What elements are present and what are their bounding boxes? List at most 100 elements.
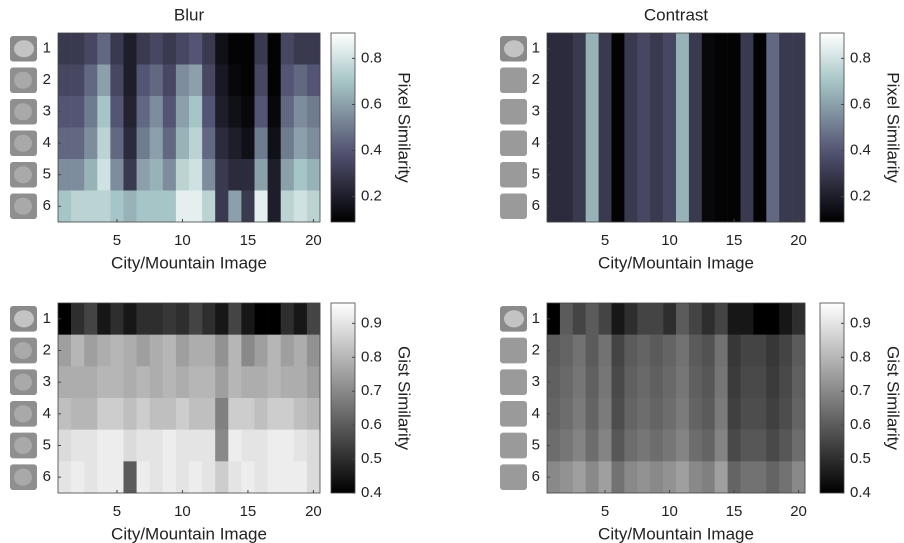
heatmap-cell — [84, 64, 98, 97]
heatmap-cell — [598, 96, 612, 128]
heatmap-cell — [559, 334, 574, 367]
heatmap-cell — [753, 159, 767, 191]
heatmap-cell — [175, 303, 190, 335]
heatmap-cell — [650, 190, 664, 223]
heatmap-cell — [189, 33, 203, 65]
heatmap-cell — [306, 190, 321, 223]
heatmap-cell — [676, 461, 690, 494]
heatmap-cell — [559, 190, 574, 223]
y-tick-label: 1 — [532, 310, 540, 327]
heatmap-cell — [215, 303, 229, 335]
heatmap-cell — [58, 159, 72, 191]
y-tick-label: 6 — [532, 468, 540, 485]
heatmap-cell — [663, 461, 677, 494]
heatmap-cell — [149, 96, 164, 128]
heatmap-cell — [241, 190, 255, 223]
heatmap-cell — [189, 96, 203, 128]
heatmap-cell — [611, 96, 625, 128]
heatmap-cell — [110, 64, 124, 97]
heatmap-cell — [58, 303, 72, 335]
heatmap-cell — [71, 64, 85, 97]
heatmap-cell — [58, 127, 72, 160]
heatmap-cell — [714, 96, 728, 128]
y-tick-label: 6 — [532, 197, 540, 214]
heatmap-cell — [727, 398, 741, 430]
heatmap-cell — [766, 190, 780, 223]
panel-title: Contrast — [644, 5, 709, 24]
heatmap-cell — [650, 398, 664, 430]
axes-frame — [546, 302, 806, 494]
heatmap-cell — [688, 190, 703, 223]
heatmap-cell — [624, 64, 638, 97]
heatmap-cell — [676, 303, 690, 335]
colorbar-tick-label: 0.4 — [361, 142, 382, 159]
heatmap-cell — [136, 366, 150, 399]
heatmap-cell — [572, 366, 586, 399]
colorbar-tick-label: 0.4 — [850, 142, 871, 159]
x-tick-label: 5 — [113, 503, 121, 520]
heatmap-cell — [306, 159, 321, 191]
heatmap-cell — [676, 334, 690, 367]
heatmap-cell — [175, 64, 190, 97]
heatmap-cell — [254, 190, 268, 223]
heatmap-cell — [792, 127, 806, 160]
heatmap-cell — [676, 429, 690, 462]
heatmap-cell — [650, 127, 664, 160]
heatmap-cell — [189, 303, 203, 335]
heatmap-cell — [58, 33, 72, 65]
heatmap-cell — [71, 366, 85, 399]
heatmap-cell — [97, 96, 111, 128]
heatmap-cell — [293, 64, 308, 97]
heatmap-cell — [611, 303, 625, 335]
heatmap-cell — [624, 127, 638, 160]
thumbnail-detail — [14, 310, 34, 328]
heatmap-cell — [149, 127, 164, 160]
heatmap-cell — [149, 190, 164, 223]
heatmap-cell — [58, 64, 72, 97]
heatmap-cell — [559, 429, 574, 462]
heatmap-cell — [676, 33, 690, 65]
heatmap-cell — [175, 190, 190, 223]
heatmap-cell — [688, 96, 703, 128]
heatmap-cell — [241, 96, 255, 128]
heatmap-cell — [71, 33, 85, 65]
heatmap-cell — [293, 366, 308, 399]
heatmap-cell — [547, 159, 561, 191]
x-tick-label: 15 — [240, 503, 257, 520]
thumbnail — [500, 337, 527, 364]
heatmap-cell — [740, 429, 754, 462]
heatmap-cell — [241, 127, 255, 160]
heatmap-cell — [740, 303, 754, 335]
heatmap-cell — [293, 334, 308, 367]
heatmap-cell — [123, 366, 137, 399]
heatmap-cell — [215, 461, 229, 494]
heatmap-cell — [624, 303, 638, 335]
y-tick-label: 3 — [532, 103, 540, 120]
heatmap-cell — [254, 127, 268, 160]
heatmap-cell — [663, 366, 677, 399]
heatmap-cell — [766, 64, 780, 97]
heatmap-cell — [228, 159, 242, 191]
heatmap-cell — [228, 366, 242, 399]
heatmap-cell — [650, 334, 664, 367]
heatmap-cell — [293, 398, 308, 430]
heatmap-cell — [676, 96, 690, 128]
heatmap-cell — [149, 303, 164, 335]
heatmap-cell — [701, 398, 715, 430]
heatmap-cell — [215, 398, 229, 430]
colorbar-tick-label: 0.6 — [361, 416, 382, 433]
heatmap-cell — [228, 96, 242, 128]
thumbnail-detail — [14, 197, 32, 215]
heatmap-cell — [267, 96, 281, 128]
heatmap-cell — [585, 127, 599, 160]
heatmap-cell — [202, 334, 216, 367]
heatmap-cell — [267, 334, 281, 367]
heatmap-cell — [162, 366, 177, 399]
y-tick-label: 1 — [43, 310, 51, 327]
heatmap-cell — [676, 159, 690, 191]
heatmap-cell — [175, 96, 190, 128]
thumbnail — [500, 67, 527, 93]
heatmap-cell — [753, 334, 767, 367]
heatmap-cell — [202, 159, 216, 191]
